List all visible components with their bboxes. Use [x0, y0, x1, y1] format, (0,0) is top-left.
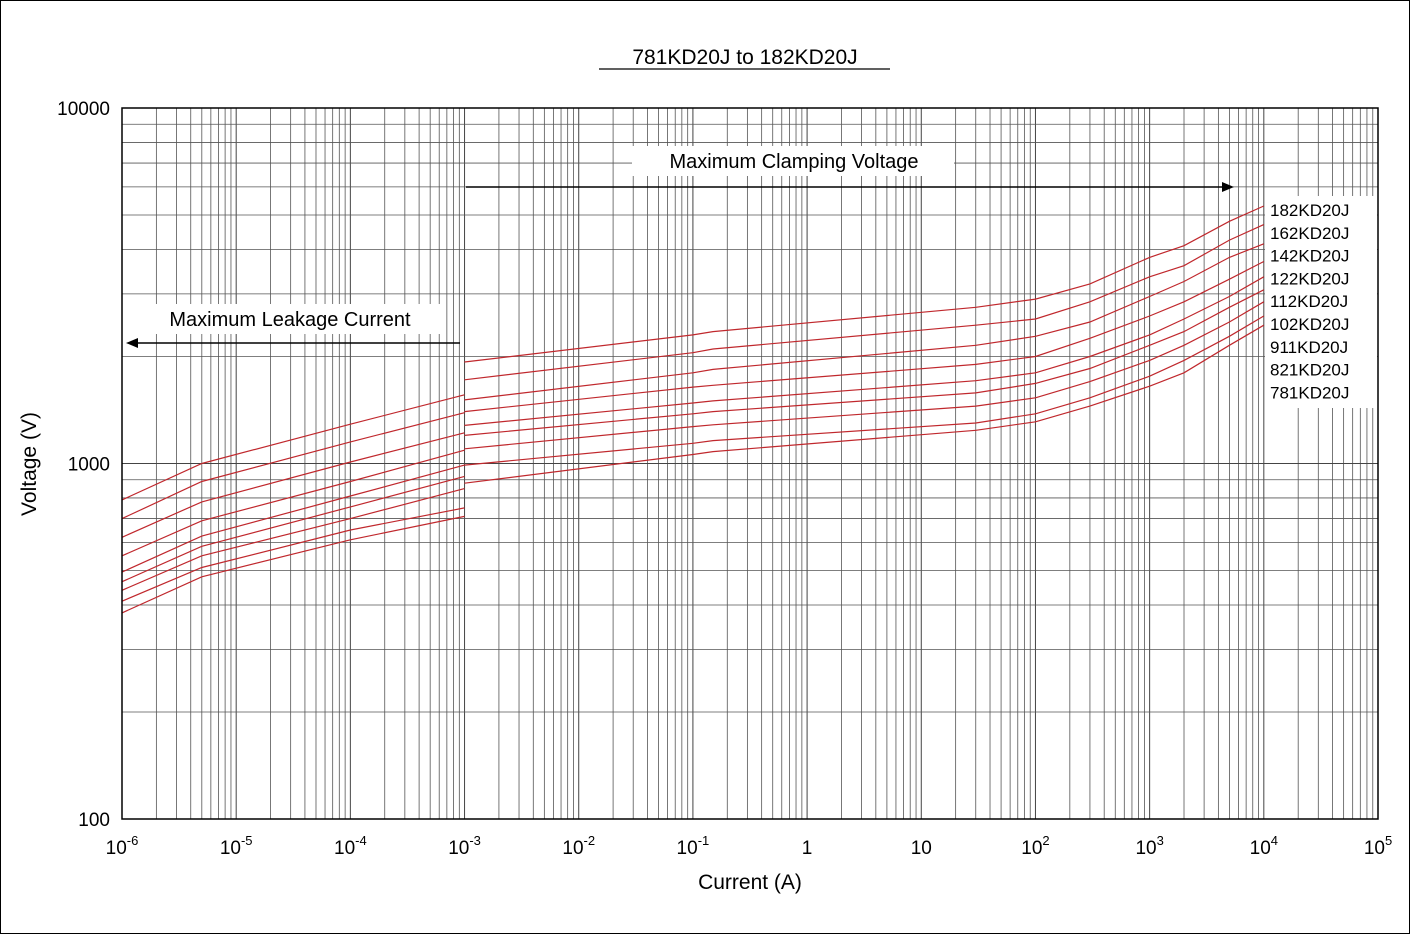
x-axis-label: Current (A)	[698, 871, 802, 894]
y-tick-label: 100	[78, 810, 110, 831]
series-label: 122KD20J	[1270, 269, 1349, 288]
x-tick-label: 10-4	[334, 833, 367, 859]
series-line-clamping	[464, 289, 1265, 436]
x-tick-label: 10-1	[677, 833, 710, 859]
series-line-clamping	[464, 315, 1265, 466]
leakage-label-bg	[140, 304, 442, 334]
x-tick-label: 10	[911, 838, 932, 859]
series-label: 911KD20J	[1270, 338, 1348, 357]
tick-labels: 10-6 10-5 10-4 10-3 10-2 10-1 1 10 102 103 104 105 1…	[57, 99, 1392, 859]
y-tick-label: 1000	[68, 455, 110, 476]
series-line-clamping	[464, 324, 1265, 484]
series-line-leakage	[121, 432, 465, 538]
series-line-clamping	[464, 276, 1265, 426]
series-label: 112KD20J	[1270, 292, 1348, 311]
series-lines	[121, 205, 1265, 614]
x-tick-label: 10-5	[220, 833, 253, 859]
series-label: 781KD20J	[1270, 383, 1349, 402]
series-label: 162KD20J	[1270, 224, 1349, 243]
clamping-label-bg	[632, 146, 954, 176]
y-axis-label: Voltage (V)	[18, 412, 41, 516]
clamping-label: Maximum Clamping Voltage	[670, 151, 919, 173]
series-labels: 182KD20J 162KD20J 142KD20J 122KD20J 112KD20J…	[1270, 201, 1349, 402]
clamping-arrowhead	[1222, 182, 1234, 192]
x-tick-label: 105	[1364, 833, 1392, 859]
series-labels-bg	[1265, 196, 1377, 408]
series-line-clamping	[464, 301, 1265, 450]
y-tick-label: 10000	[57, 99, 110, 120]
series-label: 182KD20J	[1270, 201, 1349, 220]
series-line-leakage	[121, 488, 465, 591]
x-tick-label: 102	[1021, 833, 1049, 859]
series-line-leakage	[121, 515, 465, 614]
series-line-clamping	[464, 205, 1265, 363]
series-line-leakage	[121, 449, 465, 557]
x-tick-label: 10-6	[106, 833, 139, 859]
series-line-leakage	[121, 394, 465, 501]
series-line-clamping	[464, 260, 1265, 413]
leakage-arrowhead	[126, 338, 138, 348]
series-line-clamping	[464, 224, 1265, 381]
x-tick-label: 10-3	[448, 833, 481, 859]
grid	[122, 108, 1378, 819]
series-label: 102KD20J	[1270, 315, 1349, 334]
x-tick-label: 10-2	[562, 833, 595, 859]
series-line-leakage	[121, 464, 465, 573]
series-label: 821KD20J	[1270, 361, 1349, 380]
series-line-leakage	[121, 475, 465, 583]
x-tick-label: 104	[1250, 833, 1278, 859]
x-tick-label: 103	[1135, 833, 1163, 859]
plot-border	[121, 107, 1379, 820]
series-line-leakage	[121, 412, 465, 520]
series-line-clamping	[464, 243, 1265, 401]
x-tick-label: 1	[802, 838, 813, 859]
chart-title: 781KD20J to 182KD20J	[632, 46, 857, 69]
series-line-leakage	[121, 507, 465, 602]
series-label: 142KD20J	[1270, 247, 1349, 266]
leakage-label: Maximum Leakage Current	[169, 309, 411, 331]
